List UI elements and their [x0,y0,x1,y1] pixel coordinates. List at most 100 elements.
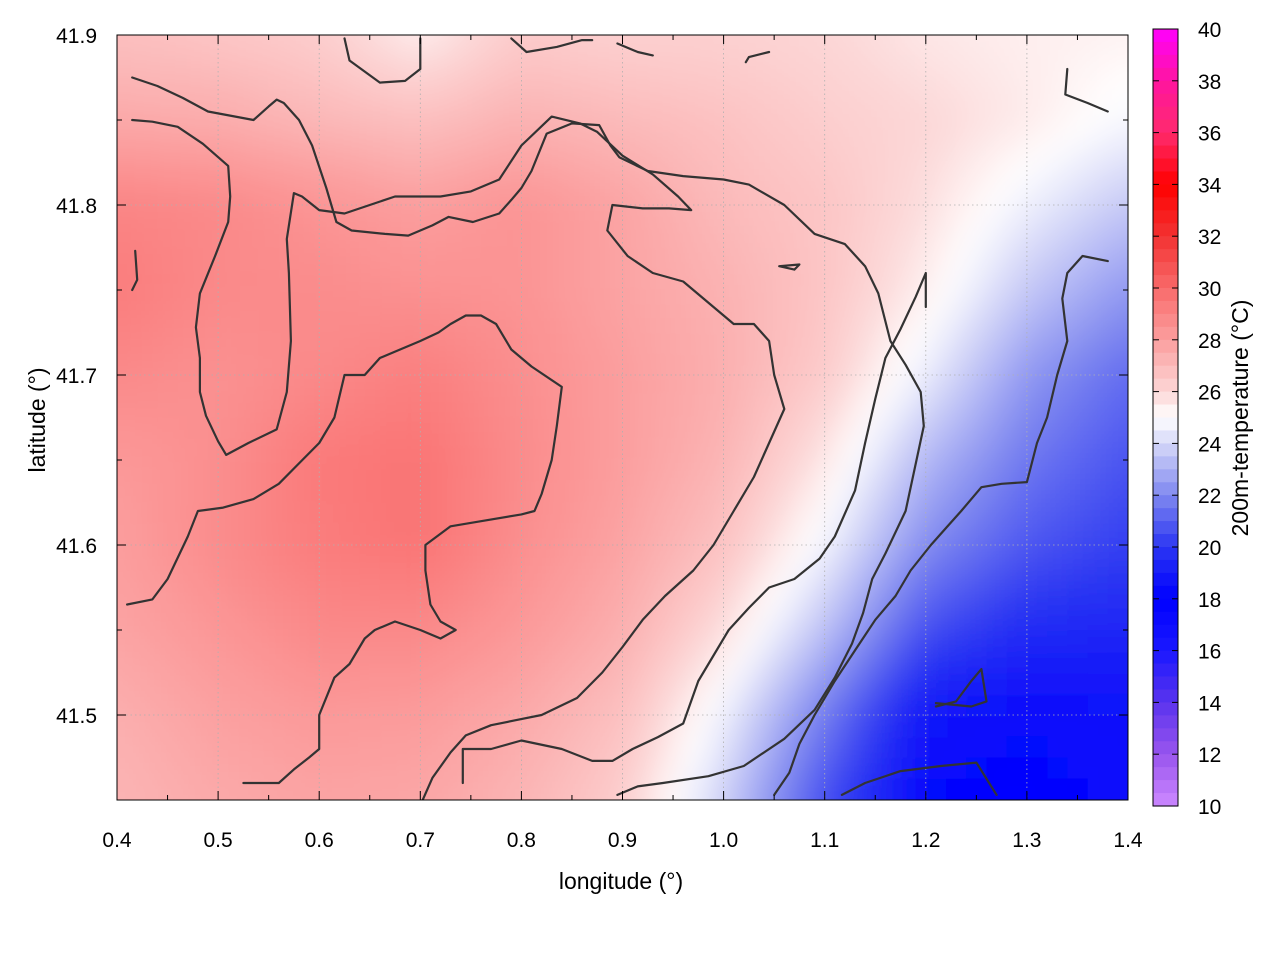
colorbar-tick-label: 34 [1198,174,1222,197]
colorbar-swatch [1153,572,1178,587]
colorbar-swatch [1153,650,1178,665]
colorbar-tick-label: 10 [1198,796,1221,819]
colorbar-swatch [1153,171,1178,185]
colorbar-swatch [1153,482,1178,496]
colorbar-tick-label: 16 [1198,641,1221,664]
colorbar-swatch [1153,559,1178,574]
colorbar-swatch [1153,741,1178,755]
x-tick-label: 0.5 [203,829,232,852]
colorbar-swatch [1153,624,1178,639]
colorbar: 10 12 14 16 18 20 22 24 26 28 30 32 34 36 38 40 [1152,19,1222,819]
colorbar-swatch [1153,352,1178,367]
colorbar-swatch [1153,339,1178,354]
colorbar-swatch [1153,236,1178,250]
y-axis: 41.5 41.6 41.7 41.8 41.9 [56,25,1128,728]
colorbar-swatch [1153,391,1178,406]
colorbar-swatch [1153,547,1178,561]
colorbar-swatch [1153,106,1178,121]
colorbar-swatch [1153,495,1178,509]
colorbar-swatch [1153,313,1178,328]
colorbar-swatch [1153,67,1178,82]
x-tick-label: 1.4 [1113,829,1143,852]
colorbar-tick-label: 18 [1198,589,1221,612]
contour-line [343,37,422,84]
y-axis-title: latitude (°) [24,367,50,472]
colorbar-swatch [1153,663,1178,678]
colorbar-tick-label: 28 [1198,330,1221,353]
colorbar-swatch [1153,417,1178,432]
colorbar-swatch [1153,443,1178,457]
x-tick-label: 0.9 [608,829,637,852]
colorbar-tick-label: 38 [1198,71,1221,94]
x-tick-label: 1.1 [810,829,839,852]
y-tick-label: 41.8 [56,195,97,218]
colorbar-swatch [1153,288,1178,302]
colorbar-swatch [1153,119,1178,134]
contour-lines [126,37,1109,800]
colorbar-frame [1152,28,1179,807]
colorbar-swatch [1153,702,1178,716]
colorbar-tick-label: 36 [1198,123,1221,146]
colorbar-tick-label: 14 [1198,692,1222,715]
colorbar-swatch [1153,780,1178,794]
colorbar-swatch [1153,223,1178,237]
x-tick-label: 1.2 [911,829,940,852]
colorbar-tick-label: 30 [1198,278,1221,301]
colorbar-swatch [1153,430,1178,444]
x-axis-title: longitude (°) [559,868,683,894]
colorbar-swatch [1153,793,1178,807]
colorbar-swatch [1153,676,1178,691]
colorbar-tick-label: 40 [1198,19,1221,42]
x-axis: 0.4 0.5 0.6 0.7 0.8 0.9 1.0 1.1 1.2 1.3 1.4 [102,35,1143,852]
colorbar-swatch [1153,469,1178,483]
colorbar-swatch [1153,611,1178,626]
contour-line [744,50,771,64]
colorbar-swatch [1153,378,1178,393]
colorbar-swatch [1153,300,1178,315]
colorbar-swatch [1153,132,1178,147]
colorbar-swatch [1153,54,1178,69]
contour-line [616,42,654,57]
colorbar-title: 200m-temperature (°C) [1227,300,1253,537]
contour-line [840,761,998,796]
x-tick-label: 0.4 [102,829,132,852]
contour-line [1064,67,1109,113]
colorbar-swatch [1153,767,1178,781]
contour-line [126,314,563,785]
y-tick-label: 41.9 [56,25,97,48]
colorbar-swatch [1153,41,1178,56]
colorbar-tick-label: 24 [1198,433,1222,456]
contour-line [773,254,1109,796]
contour-line [778,263,801,271]
colorbar-swatch [1153,158,1178,173]
colorbar-tick-label: 22 [1198,485,1221,508]
colorbar-swatch [1153,93,1178,108]
colorbar-swatch [1153,197,1178,211]
y-tick-label: 41.5 [56,705,97,728]
contour-line [131,76,925,796]
heatmap-surface [117,35,1128,800]
colorbar-swatch [1153,534,1178,548]
colorbar-swatch [1153,184,1178,198]
y-tick-label: 41.6 [56,535,97,558]
colorbar-tick-label: 20 [1198,537,1221,560]
colorbar-tick-label: 12 [1198,744,1221,767]
colorbar-swatch [1153,598,1178,613]
x-tick-label: 1.0 [709,829,738,852]
contour-line [934,668,988,708]
colorbar-swatch [1153,585,1178,600]
colorbar-swatch [1153,29,1178,43]
colorbar-tick-label: 32 [1198,226,1221,249]
colorbar-swatch [1153,689,1178,703]
colorbar-swatch [1153,521,1178,535]
contour-line [510,37,594,54]
colorbar-swatch [1153,326,1178,341]
y-tick-label: 41.7 [56,365,97,388]
x-tick-label: 0.8 [507,829,536,852]
colorbar-swatch [1153,754,1178,768]
colorbar-swatch [1153,715,1178,729]
colorbar-swatch [1153,508,1178,522]
x-tick-label: 0.7 [406,829,435,852]
colorbar-swatch [1153,145,1178,160]
